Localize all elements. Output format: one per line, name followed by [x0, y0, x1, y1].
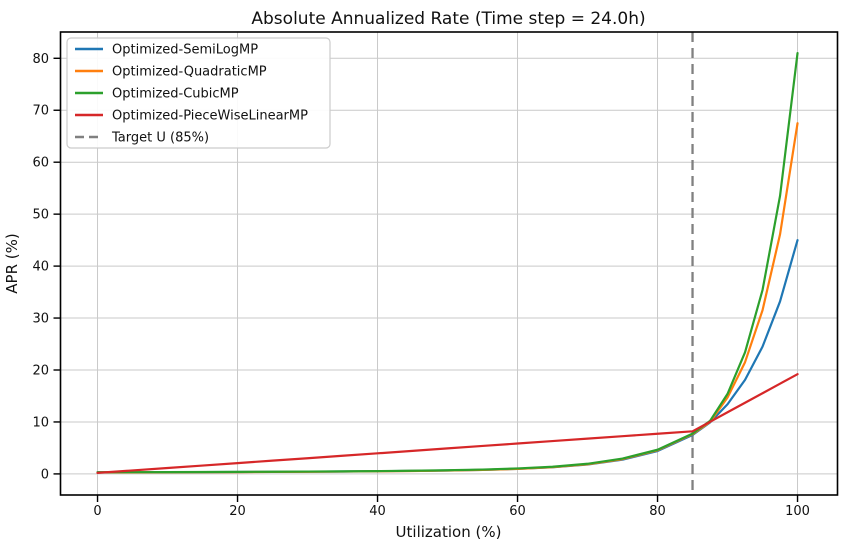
- y-tick-label: 80: [32, 52, 49, 67]
- series-lines: [96, 51, 799, 474]
- y-tick-label: 0: [41, 467, 49, 482]
- x-axis-label: Utilization (%): [396, 523, 502, 541]
- x-tick-label: 100: [785, 504, 810, 519]
- y-tick-label: 50: [32, 208, 49, 223]
- series-line-optimized-piecewiselinearmp: [96, 373, 799, 474]
- x-tick-label: 0: [93, 504, 101, 519]
- chart-title: Absolute Annualized Rate (Time step = 24…: [251, 9, 645, 29]
- legend-item-label: Target U (85%): [111, 131, 209, 146]
- y-tick-label: 30: [32, 312, 49, 327]
- y-axis-label: APR (%): [3, 233, 21, 293]
- plot-frame: [59, 31, 839, 496]
- legend: Optimized-SemiLogMP Optimized-QuadraticMP…: [66, 37, 331, 149]
- gridlines: [60, 32, 838, 495]
- x-tick-label: 80: [649, 504, 666, 519]
- legend-box: [66, 37, 331, 149]
- series-line-optimized-cubicmp: [96, 51, 799, 474]
- legend-item-label: Optimized-CubicMP: [112, 87, 239, 102]
- y-tick-label: 20: [32, 364, 49, 379]
- axes-frame: [53, 31, 839, 502]
- legend-item-label: Optimized-QuadraticMP: [112, 65, 267, 80]
- y-tick-label: 60: [32, 156, 49, 171]
- y-tick-label: 40: [32, 260, 49, 275]
- tick-labels: 0 20 40 60 80 100 0 10 20 30 40 50 60 70 80: [32, 52, 809, 519]
- x-tick-label: 40: [369, 504, 386, 519]
- x-tick-label: 60: [509, 504, 526, 519]
- legend-item-label: Optimized-SemiLogMP: [112, 43, 258, 58]
- x-tick-label: 20: [229, 504, 246, 519]
- legend-item-label: Optimized-PieceWiseLinearMP: [112, 109, 308, 124]
- y-tick-label: 70: [32, 104, 49, 119]
- y-tick-label: 10: [32, 415, 49, 430]
